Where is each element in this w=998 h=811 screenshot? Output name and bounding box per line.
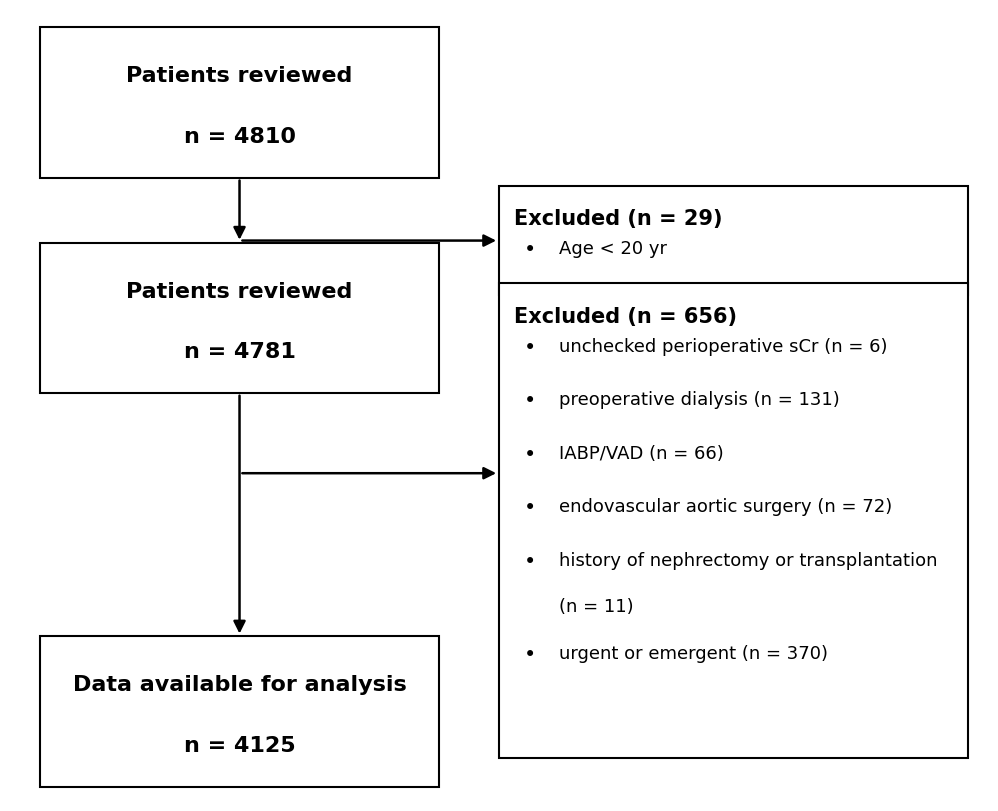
Text: •: • bbox=[524, 240, 536, 260]
Text: endovascular aortic surgery (n = 72): endovascular aortic surgery (n = 72) bbox=[559, 498, 892, 516]
FancyBboxPatch shape bbox=[40, 28, 439, 178]
Text: Data available for analysis: Data available for analysis bbox=[73, 675, 406, 695]
Text: •: • bbox=[524, 337, 536, 358]
Text: (n = 11): (n = 11) bbox=[559, 598, 634, 616]
Text: urgent or emergent (n = 370): urgent or emergent (n = 370) bbox=[559, 644, 828, 662]
Text: n = 4125: n = 4125 bbox=[184, 735, 295, 755]
FancyBboxPatch shape bbox=[40, 637, 439, 787]
Text: Patients reviewed: Patients reviewed bbox=[127, 67, 352, 87]
FancyBboxPatch shape bbox=[40, 243, 439, 393]
Text: Age < 20 yr: Age < 20 yr bbox=[559, 240, 667, 258]
Text: IABP/VAD (n = 66): IABP/VAD (n = 66) bbox=[559, 444, 724, 462]
Text: •: • bbox=[524, 644, 536, 664]
Text: •: • bbox=[524, 551, 536, 571]
Text: unchecked perioperative sCr (n = 6): unchecked perioperative sCr (n = 6) bbox=[559, 337, 887, 355]
FancyBboxPatch shape bbox=[499, 187, 968, 296]
Text: n = 4781: n = 4781 bbox=[184, 341, 295, 362]
Text: •: • bbox=[524, 498, 536, 517]
Text: preoperative dialysis (n = 131): preoperative dialysis (n = 131) bbox=[559, 391, 839, 409]
Text: •: • bbox=[524, 391, 536, 410]
Text: history of nephrectomy or transplantation: history of nephrectomy or transplantatio… bbox=[559, 551, 937, 569]
Text: Excluded (n = 29): Excluded (n = 29) bbox=[514, 209, 723, 230]
Text: Excluded (n = 656): Excluded (n = 656) bbox=[514, 307, 737, 327]
Text: •: • bbox=[524, 444, 536, 464]
Text: Patients reviewed: Patients reviewed bbox=[127, 281, 352, 302]
Text: n = 4810: n = 4810 bbox=[184, 127, 295, 147]
FancyBboxPatch shape bbox=[499, 284, 968, 758]
